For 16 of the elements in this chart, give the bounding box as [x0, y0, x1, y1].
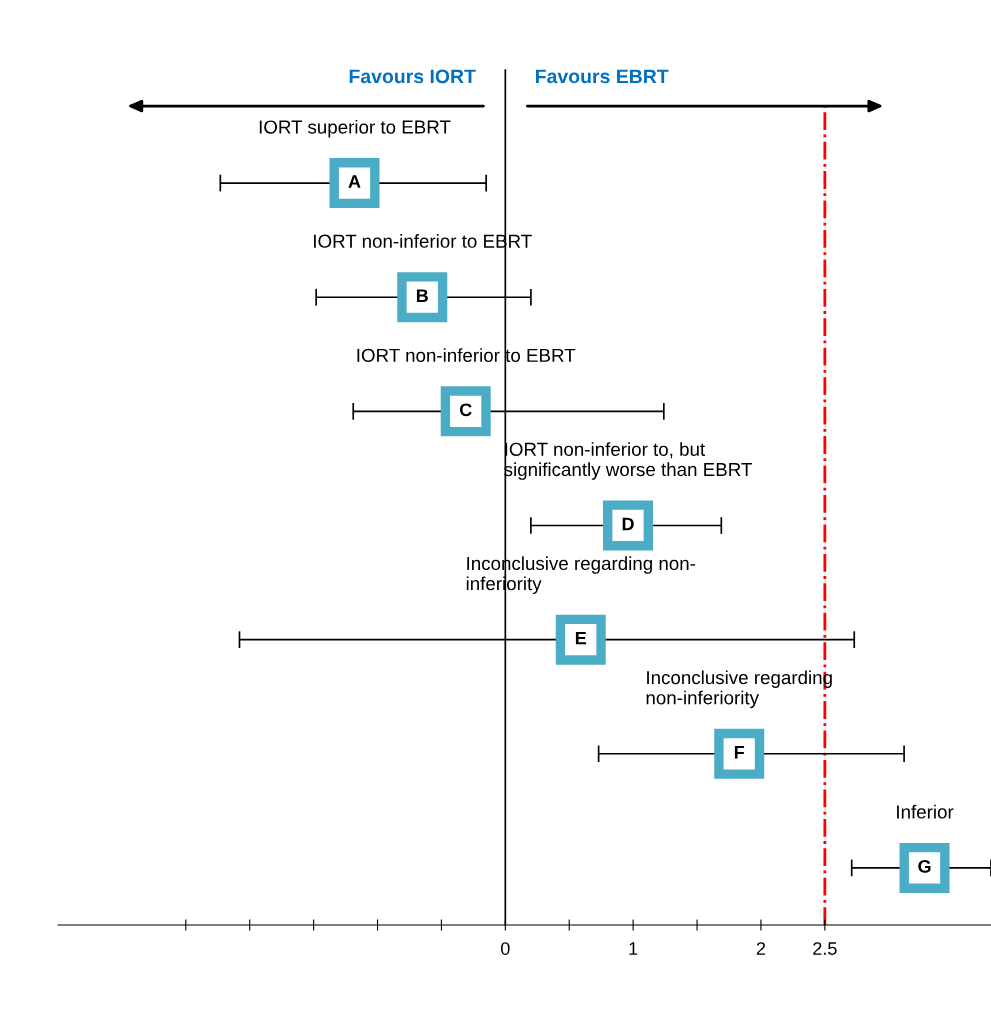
annotation: IORT superior to EBRT: [259, 119, 451, 138]
y-tick-label: D: [622, 517, 634, 531]
text: Favours EBRT: [536, 69, 669, 84]
annotation: IORT non-inferior to EBRT: [357, 348, 576, 362]
x-tick-label: 0: [501, 942, 510, 955]
x-tick-label: 2.5: [813, 942, 837, 955]
y-tick-label: B: [416, 289, 428, 302]
y-tick-label: E: [575, 631, 587, 645]
y-tick-label: A: [348, 175, 361, 188]
y-tick-label: C: [459, 403, 472, 417]
annotation: Inferior: [897, 804, 954, 819]
text: Favours IORT: [349, 69, 476, 84]
y-tick-label: G: [918, 859, 931, 873]
y-tick-label: F: [734, 746, 745, 759]
x-tick-label: 2: [756, 942, 766, 955]
x-tick-label: 1: [629, 942, 638, 955]
